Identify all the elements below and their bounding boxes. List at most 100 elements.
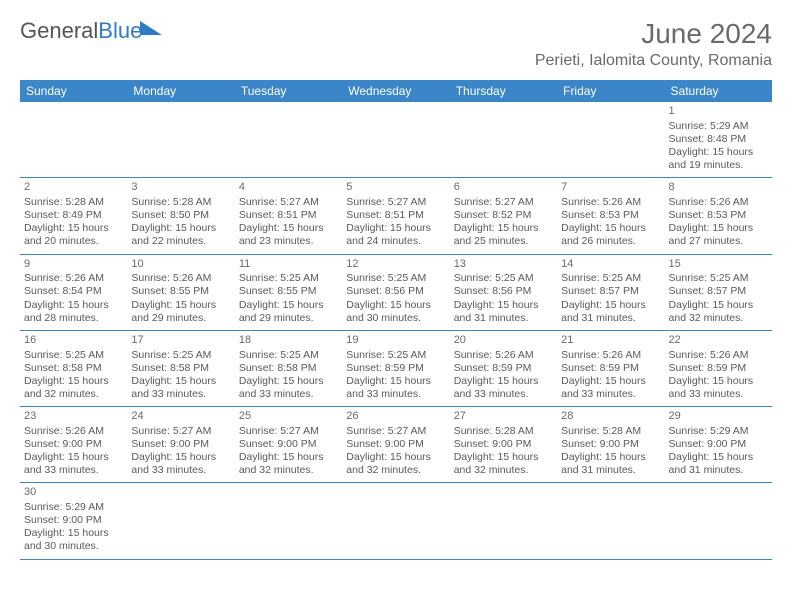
day-number: 4 xyxy=(239,181,338,195)
daylight-line: Daylight: 15 hours and 31 minutes. xyxy=(669,451,768,477)
calendar-cell: 18Sunrise: 5:25 AMSunset: 8:58 PMDayligh… xyxy=(235,330,342,406)
location: Perieti, Ialomita County, Romania xyxy=(535,52,772,70)
sunrise-line: Sunrise: 5:27 AM xyxy=(346,425,445,438)
daylight-line: Daylight: 15 hours and 30 minutes. xyxy=(346,299,445,325)
month-title: June 2024 xyxy=(535,18,772,50)
calendar-cell: 8Sunrise: 5:26 AMSunset: 8:53 PMDaylight… xyxy=(665,178,772,254)
sunset-line: Sunset: 8:59 PM xyxy=(561,362,660,375)
day-number: 23 xyxy=(24,410,123,424)
daylight-line: Daylight: 15 hours and 22 minutes. xyxy=(131,222,230,248)
sunset-line: Sunset: 9:00 PM xyxy=(561,438,660,451)
calendar-cell-empty xyxy=(235,483,342,559)
sunrise-line: Sunrise: 5:26 AM xyxy=(669,196,768,209)
calendar-cell: 15Sunrise: 5:25 AMSunset: 8:57 PMDayligh… xyxy=(665,254,772,330)
sunset-line: Sunset: 8:59 PM xyxy=(454,362,553,375)
sunrise-line: Sunrise: 5:28 AM xyxy=(24,196,123,209)
day-number: 29 xyxy=(669,410,768,424)
calendar-cell: 17Sunrise: 5:25 AMSunset: 8:58 PMDayligh… xyxy=(127,330,234,406)
calendar-cell: 6Sunrise: 5:27 AMSunset: 8:52 PMDaylight… xyxy=(450,178,557,254)
day-number: 30 xyxy=(24,486,123,500)
day-number: 7 xyxy=(561,181,660,195)
calendar-cell-empty xyxy=(235,102,342,178)
sunrise-line: Sunrise: 5:26 AM xyxy=(454,349,553,362)
calendar-cell: 30Sunrise: 5:29 AMSunset: 9:00 PMDayligh… xyxy=(20,483,127,559)
calendar-cell: 9Sunrise: 5:26 AMSunset: 8:54 PMDaylight… xyxy=(20,254,127,330)
calendar-cell-empty xyxy=(557,483,664,559)
day-number: 19 xyxy=(346,334,445,348)
day-number: 18 xyxy=(239,334,338,348)
day-number: 5 xyxy=(346,181,445,195)
sunrise-line: Sunrise: 5:26 AM xyxy=(561,196,660,209)
sunset-line: Sunset: 8:53 PM xyxy=(561,209,660,222)
calendar-cell-empty xyxy=(20,102,127,178)
sunrise-line: Sunrise: 5:25 AM xyxy=(346,272,445,285)
sunrise-line: Sunrise: 5:29 AM xyxy=(24,501,123,514)
day-number: 15 xyxy=(669,258,768,272)
calendar-cell: 1Sunrise: 5:29 AMSunset: 8:48 PMDaylight… xyxy=(665,102,772,178)
calendar-cell-empty xyxy=(127,102,234,178)
sunset-line: Sunset: 8:50 PM xyxy=(131,209,230,222)
calendar-cell-empty xyxy=(342,102,449,178)
title-block: June 2024 Perieti, Ialomita County, Roma… xyxy=(535,18,772,70)
header: GeneralBlue June 2024 Perieti, Ialomita … xyxy=(20,18,772,70)
day-header-row: SundayMondayTuesdayWednesdayThursdayFrid… xyxy=(20,80,772,102)
calendar-cell-empty xyxy=(557,102,664,178)
calendar-cell: 16Sunrise: 5:25 AMSunset: 8:58 PMDayligh… xyxy=(20,330,127,406)
daylight-line: Daylight: 15 hours and 19 minutes. xyxy=(669,146,768,172)
sunset-line: Sunset: 8:57 PM xyxy=(669,285,768,298)
calendar-cell: 23Sunrise: 5:26 AMSunset: 9:00 PMDayligh… xyxy=(20,407,127,483)
calendar-cell-empty xyxy=(665,483,772,559)
sunset-line: Sunset: 8:57 PM xyxy=(561,285,660,298)
sunset-line: Sunset: 9:00 PM xyxy=(669,438,768,451)
sunrise-line: Sunrise: 5:26 AM xyxy=(131,272,230,285)
calendar-cell-empty xyxy=(342,483,449,559)
day-header: Friday xyxy=(557,80,664,102)
calendar-cell: 10Sunrise: 5:26 AMSunset: 8:55 PMDayligh… xyxy=(127,254,234,330)
daylight-line: Daylight: 15 hours and 33 minutes. xyxy=(239,375,338,401)
sunrise-line: Sunrise: 5:26 AM xyxy=(561,349,660,362)
day-number: 24 xyxy=(131,410,230,424)
day-header: Saturday xyxy=(665,80,772,102)
day-number: 3 xyxy=(131,181,230,195)
day-number: 13 xyxy=(454,258,553,272)
daylight-line: Daylight: 15 hours and 31 minutes. xyxy=(561,451,660,477)
calendar-cell-empty xyxy=(450,102,557,178)
calendar-cell: 12Sunrise: 5:25 AMSunset: 8:56 PMDayligh… xyxy=(342,254,449,330)
sunset-line: Sunset: 9:00 PM xyxy=(346,438,445,451)
sunrise-line: Sunrise: 5:27 AM xyxy=(131,425,230,438)
calendar-cell: 14Sunrise: 5:25 AMSunset: 8:57 PMDayligh… xyxy=(557,254,664,330)
calendar-cell: 29Sunrise: 5:29 AMSunset: 9:00 PMDayligh… xyxy=(665,407,772,483)
calendar-cell-empty xyxy=(127,483,234,559)
daylight-line: Daylight: 15 hours and 23 minutes. xyxy=(239,222,338,248)
daylight-line: Daylight: 15 hours and 33 minutes. xyxy=(669,375,768,401)
calendar-cell: 3Sunrise: 5:28 AMSunset: 8:50 PMDaylight… xyxy=(127,178,234,254)
sunrise-line: Sunrise: 5:26 AM xyxy=(24,425,123,438)
sunrise-line: Sunrise: 5:28 AM xyxy=(454,425,553,438)
day-header: Thursday xyxy=(450,80,557,102)
sunset-line: Sunset: 8:59 PM xyxy=(346,362,445,375)
daylight-line: Daylight: 15 hours and 33 minutes. xyxy=(346,375,445,401)
day-number: 10 xyxy=(131,258,230,272)
logo-triangle-icon xyxy=(140,21,162,35)
logo: GeneralBlue xyxy=(20,18,162,44)
daylight-line: Daylight: 15 hours and 33 minutes. xyxy=(561,375,660,401)
day-header: Wednesday xyxy=(342,80,449,102)
daylight-line: Daylight: 15 hours and 26 minutes. xyxy=(561,222,660,248)
day-number: 25 xyxy=(239,410,338,424)
calendar-cell: 27Sunrise: 5:28 AMSunset: 9:00 PMDayligh… xyxy=(450,407,557,483)
daylight-line: Daylight: 15 hours and 31 minutes. xyxy=(561,299,660,325)
sunset-line: Sunset: 8:56 PM xyxy=(454,285,553,298)
daylight-line: Daylight: 15 hours and 24 minutes. xyxy=(346,222,445,248)
day-number: 17 xyxy=(131,334,230,348)
daylight-line: Daylight: 15 hours and 27 minutes. xyxy=(669,222,768,248)
day-header: Sunday xyxy=(20,80,127,102)
sunrise-line: Sunrise: 5:25 AM xyxy=(561,272,660,285)
sunrise-line: Sunrise: 5:28 AM xyxy=(561,425,660,438)
day-number: 8 xyxy=(669,181,768,195)
sunrise-line: Sunrise: 5:29 AM xyxy=(669,120,768,133)
calendar-row: 16Sunrise: 5:25 AMSunset: 8:58 PMDayligh… xyxy=(20,330,772,406)
calendar-cell: 7Sunrise: 5:26 AMSunset: 8:53 PMDaylight… xyxy=(557,178,664,254)
sunset-line: Sunset: 8:55 PM xyxy=(239,285,338,298)
daylight-line: Daylight: 15 hours and 31 minutes. xyxy=(454,299,553,325)
calendar-cell: 11Sunrise: 5:25 AMSunset: 8:55 PMDayligh… xyxy=(235,254,342,330)
